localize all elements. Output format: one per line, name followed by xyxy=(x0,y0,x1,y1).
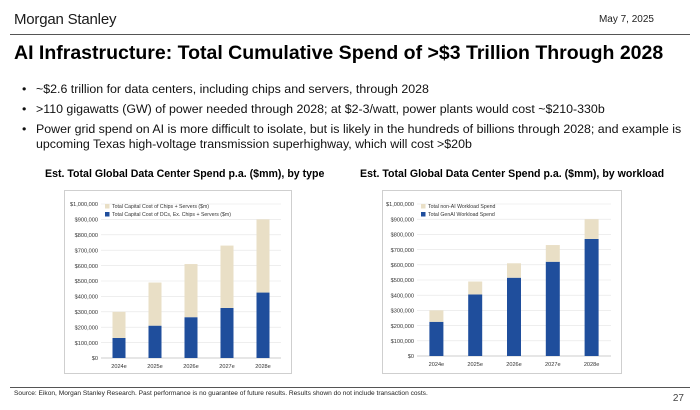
legend-label: Total Capital Cost of Chips + Servers ($… xyxy=(112,204,209,210)
bar-segment xyxy=(429,310,444,322)
y-tick-label: $100,000 xyxy=(391,339,414,345)
x-tick-label: 2025e xyxy=(147,364,163,370)
bar-segment xyxy=(112,311,126,338)
y-tick-label: $700,000 xyxy=(75,248,98,254)
y-tick-label: $200,000 xyxy=(75,325,98,331)
y-tick-label: $800,000 xyxy=(75,233,98,239)
bar-segment xyxy=(148,282,162,326)
chart-by-type-svg: $0 $100,000 $200,000 $300,000 $400,000 $500,0… xyxy=(70,202,281,370)
slide-title: AI Infrastructure: Total Cumulative Spen… xyxy=(14,42,664,64)
bar-segment xyxy=(429,321,444,356)
x-tick-label: 2025e xyxy=(467,362,483,368)
legend-label: Total non-AI Workload Spend xyxy=(428,204,495,210)
y-tick-label: $600,000 xyxy=(391,263,414,269)
y-tick-label: $1,000,000 xyxy=(70,202,98,208)
footer-divider xyxy=(10,387,690,388)
y-tick-label: $600,000 xyxy=(75,264,98,270)
y-tick-label: $500,000 xyxy=(391,278,414,284)
x-tick-label: 2026e xyxy=(183,364,199,370)
legend-swatch xyxy=(105,212,110,217)
bar-segment xyxy=(256,292,270,358)
bar-segment xyxy=(545,245,560,262)
bullet-item: >110 gigawatts (GW) of power needed thro… xyxy=(22,102,694,117)
chart-by-workload-svg: $0 $100,000 $200,000 $300,000 $400,000 $500,0… xyxy=(386,202,611,368)
bullet-item: Power grid spend on AI is more difficult… xyxy=(22,122,694,152)
legend-swatch xyxy=(421,212,426,217)
y-tick-label: $300,000 xyxy=(75,310,98,316)
bar-segment xyxy=(468,281,483,295)
chart-by-workload: $0 $100,000 $200,000 $300,000 $400,000 $500,0… xyxy=(382,190,622,374)
y-tick-label: $300,000 xyxy=(391,309,414,315)
x-tick-label: 2024e xyxy=(111,364,127,370)
y-tick-label: $400,000 xyxy=(75,295,98,301)
y-tick-label: $700,000 xyxy=(391,248,414,254)
y-tick-label: $500,000 xyxy=(75,279,98,285)
bar-segment xyxy=(584,238,599,356)
y-tick-label: $900,000 xyxy=(75,218,98,224)
bar-segment xyxy=(184,264,198,318)
chart-title-by-type: Est. Total Global Data Center Spend p.a.… xyxy=(45,168,325,180)
legend-swatch xyxy=(421,204,426,209)
y-tick-label: $800,000 xyxy=(391,233,414,239)
bar-segment xyxy=(584,219,599,239)
bar-segment xyxy=(507,263,521,278)
bar-segment xyxy=(468,294,483,356)
bar-segment xyxy=(256,219,270,293)
x-tick-label: 2024e xyxy=(429,362,445,368)
y-tick-label: $0 xyxy=(408,354,414,360)
y-tick-label: $1,000,000 xyxy=(386,202,414,208)
y-tick-label: $100,000 xyxy=(75,341,98,347)
bar-segment xyxy=(148,325,162,358)
bar-segment xyxy=(112,337,126,358)
y-tick-label: $200,000 xyxy=(391,324,414,330)
x-tick-label: 2027e xyxy=(219,364,235,370)
header-divider xyxy=(10,34,690,35)
source-note: Source: Eikon, Morgan Stanley Research. … xyxy=(14,390,428,397)
chart-title-by-workload: Est. Total Global Data Center Spend p.a.… xyxy=(360,168,665,180)
x-tick-label: 2028e xyxy=(255,364,271,370)
bar-segment xyxy=(507,277,521,356)
x-tick-label: 2028e xyxy=(584,362,600,368)
x-tick-label: 2027e xyxy=(545,362,561,368)
bar-segment xyxy=(220,307,234,358)
bullet-item: ~$2.6 trillion for data centers, includi… xyxy=(22,82,694,97)
bar-segment xyxy=(184,317,198,358)
x-tick-label: 2026e xyxy=(506,362,522,368)
bar-segment xyxy=(220,245,234,308)
chart-by-type: $0 $100,000 $200,000 $300,000 $400,000 $500,0… xyxy=(64,190,292,374)
y-tick-label: $400,000 xyxy=(391,293,414,299)
page-number: 27 xyxy=(672,393,684,404)
y-tick-label: $0 xyxy=(92,356,98,362)
legend-label: Total Capital Cost of DCs, Ex. Chips + S… xyxy=(112,212,231,218)
report-date: May 7, 2025 xyxy=(598,14,654,25)
bar-segment xyxy=(545,261,560,356)
legend-swatch xyxy=(105,204,110,209)
morgan-stanley-logo: Morgan Stanley xyxy=(14,11,117,28)
legend-label: Total GenAI Workload Spend xyxy=(428,212,495,218)
y-tick-label: $900,000 xyxy=(391,217,414,223)
bullet-list: ~$2.6 trillion for data centers, includi… xyxy=(22,82,694,157)
